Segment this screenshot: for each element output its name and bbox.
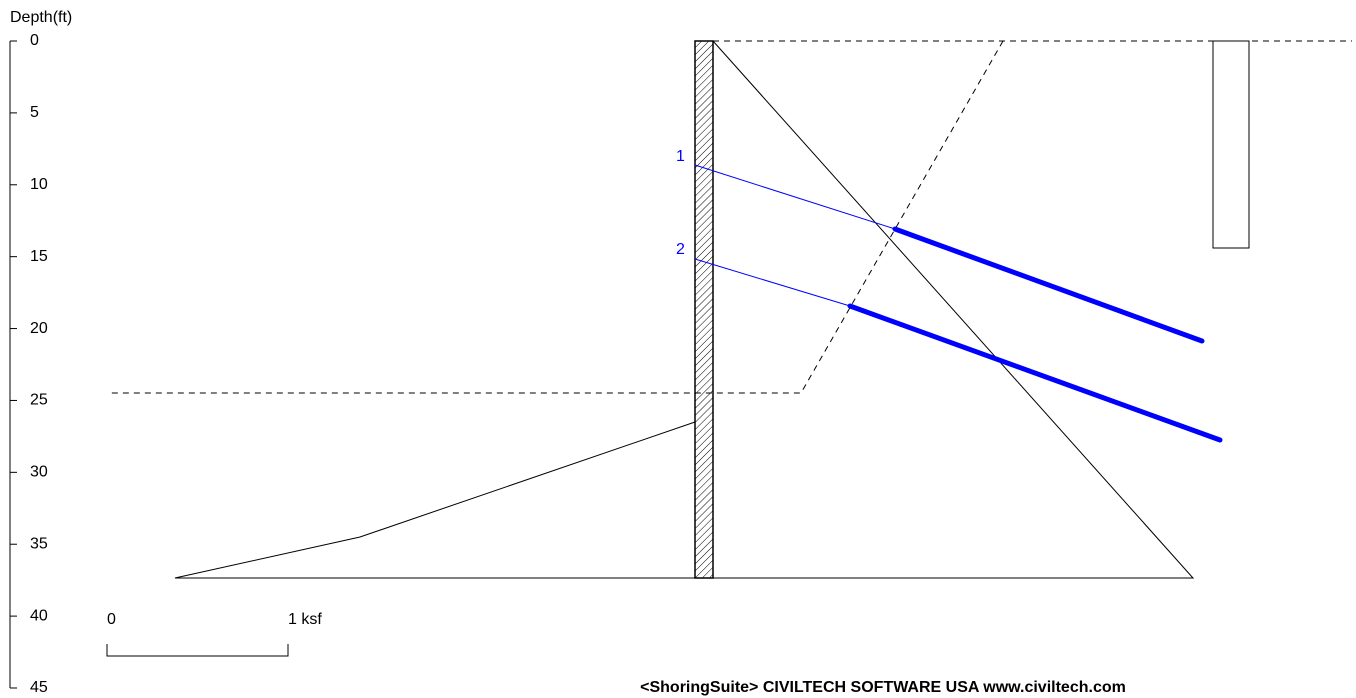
tick-label: 30 <box>30 464 48 481</box>
anchor-label: 1 <box>676 148 685 165</box>
tick-label: 5 <box>30 104 39 121</box>
tick-label: 20 <box>30 320 48 337</box>
anchor-bond-length <box>892 226 1205 344</box>
tick-label: 45 <box>30 679 48 696</box>
surcharge <box>1212 40 1250 249</box>
axis-title: Depth(ft) <box>10 9 72 26</box>
scale-start: 0 <box>107 611 116 628</box>
tick-label: 15 <box>30 248 48 265</box>
anchor-bond-length <box>847 303 1223 443</box>
tick-label: 25 <box>30 392 48 409</box>
water-table <box>107 40 1004 394</box>
anchor-free-length <box>694 164 896 230</box>
pressure-diagram <box>174 40 1195 579</box>
footer: <ShoringSuite> CIVILTECH SOFTWARE USA ww… <box>640 679 1126 696</box>
tick-label: 10 <box>30 176 48 193</box>
wall <box>694 40 714 579</box>
scale-bar <box>106 644 289 657</box>
anchor-label: 2 <box>676 241 685 258</box>
anchor-free-length <box>694 258 851 307</box>
tick-label: 35 <box>30 535 48 552</box>
tick-label: 40 <box>30 607 48 624</box>
scale-end: 1 ksf <box>288 611 322 628</box>
tick-label: 0 <box>30 32 39 49</box>
